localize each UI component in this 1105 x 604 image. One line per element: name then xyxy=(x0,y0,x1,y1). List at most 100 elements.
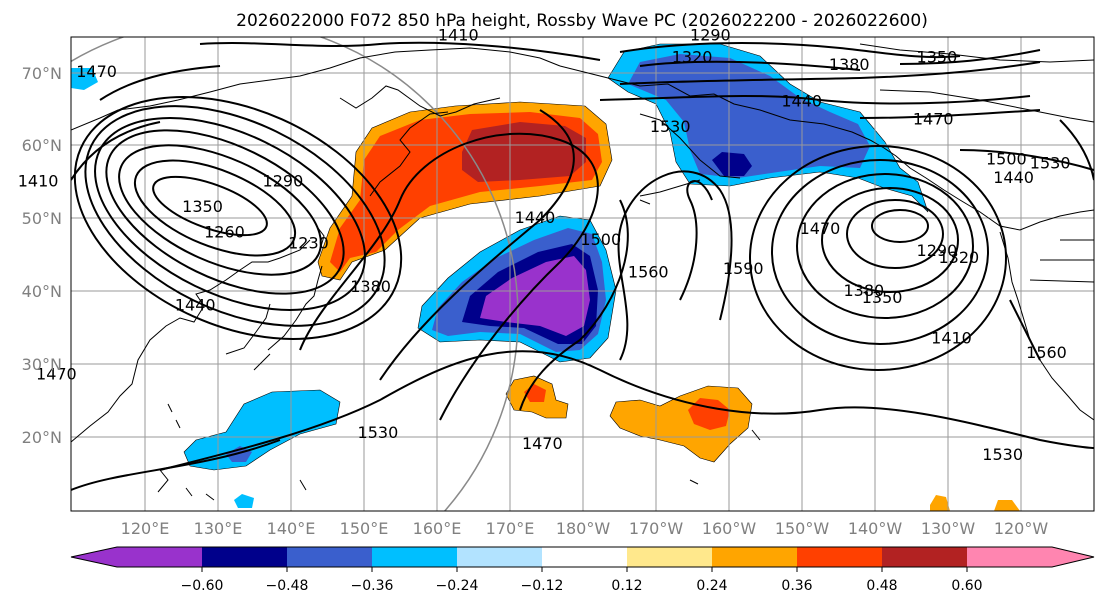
contour-label: 1560 xyxy=(1026,343,1067,362)
contour-label: 1380 xyxy=(843,281,884,300)
contour-label: 1440 xyxy=(515,208,556,227)
contour-label: 1500 xyxy=(986,150,1027,169)
colorbar-bin xyxy=(372,547,457,567)
range-ring xyxy=(71,37,519,511)
colorbar-tick-label: −0.48 xyxy=(266,578,309,594)
lat-tick-label: 20°N xyxy=(22,428,62,447)
contour-1500 xyxy=(299,132,599,421)
negative-anomaly-deepsky-sw xyxy=(183,389,341,471)
contour-label: 1500 xyxy=(580,230,621,249)
colorbar-bin xyxy=(627,547,712,567)
contour-label: 1440 xyxy=(175,295,216,314)
coastline-east-asia xyxy=(71,47,561,443)
lon-tick-label: 140°E xyxy=(267,519,316,538)
colorbar-tick-label: 0.36 xyxy=(781,578,812,594)
lon-tick-label: 130°W xyxy=(921,519,976,538)
figure-title: 2026022000 F072 850 hPa height, Rossby W… xyxy=(236,11,928,31)
colorbar-tick-label: −0.36 xyxy=(351,578,394,594)
lon-tick-label: 120°E xyxy=(121,519,170,538)
contour-1530 xyxy=(159,350,1094,471)
colorbar-tick-label: −0.60 xyxy=(181,578,224,594)
colorbar-bin xyxy=(797,547,882,567)
contour-label: 1290 xyxy=(917,241,958,260)
negative-anomaly-purple xyxy=(480,256,590,336)
contour-label: 1260 xyxy=(204,223,245,242)
contour-label: 1350 xyxy=(917,48,958,67)
colorbar-bin xyxy=(882,547,967,567)
colorbar-tick-label: −0.24 xyxy=(436,578,479,594)
lon-tick-label: 180°W xyxy=(556,519,611,538)
contour-label: 1290 xyxy=(263,171,304,190)
colorbar-tick-label: −0.12 xyxy=(521,578,564,594)
contour-label: 1380 xyxy=(829,55,870,74)
contour-label: 1530 xyxy=(982,445,1023,464)
map-frame xyxy=(70,36,1095,512)
contour-1440 xyxy=(379,109,575,381)
contour-1410-north xyxy=(199,41,601,61)
colorbar-bin xyxy=(202,547,287,567)
lat-tick-label: 30°N xyxy=(22,355,62,374)
lat-tick-label: 60°N xyxy=(22,136,62,155)
contour-label: 1590 xyxy=(723,259,764,278)
lat-tick-label: 40°N xyxy=(22,282,62,301)
contour-label: 1470 xyxy=(913,110,954,129)
contour-1500-north xyxy=(959,149,1094,171)
colorbar-bin xyxy=(542,547,627,567)
colorbar-bin xyxy=(967,547,1052,567)
lon-tick-label: 170°W xyxy=(629,519,684,538)
contour-1530-north xyxy=(1059,119,1094,181)
lat-tick-label: 70°N xyxy=(22,64,62,83)
lon-tick-label: 140°W xyxy=(848,519,903,538)
contour-1350-north xyxy=(899,49,1041,65)
negative-anomaly-deepsky-small xyxy=(234,494,254,508)
contour-label: 1560 xyxy=(628,263,669,282)
contour-1440-north xyxy=(599,94,1031,105)
contour-label: 1230 xyxy=(288,233,329,252)
contour-label: 1470 xyxy=(800,219,841,238)
contour-1590 xyxy=(679,180,713,301)
lat-tick-label: 50°N xyxy=(22,209,62,228)
contour-label: 1470 xyxy=(76,62,117,81)
contour-1470 xyxy=(519,199,629,411)
lon-tick-label: 160°W xyxy=(702,519,757,538)
coastline-islands xyxy=(157,199,761,501)
colorbar-tick-marks xyxy=(201,567,968,572)
contour-1470-south xyxy=(71,439,281,491)
colorbar-tick-label: 0.12 xyxy=(611,578,642,594)
coastline-japan xyxy=(253,265,323,371)
lat-axis: 70°N 60°N 50°N 40°N 30°N 20°N xyxy=(22,64,62,447)
contour-1320-north xyxy=(639,60,861,71)
negative-anomaly-navy-north xyxy=(712,152,752,176)
contour-label: 1410 xyxy=(18,171,59,190)
colorbar-bin xyxy=(117,547,202,567)
contour-label: 1470 xyxy=(522,434,563,453)
lon-tick-label: 130°E xyxy=(194,519,243,538)
contour-label: 1410 xyxy=(931,328,972,347)
graticule xyxy=(71,37,1094,511)
contour-label: 1470 xyxy=(36,365,77,384)
lon-tick-label: 150°E xyxy=(340,519,389,538)
lon-tick-label: 120°W xyxy=(994,519,1049,538)
contour-label: 1350 xyxy=(182,197,223,216)
anomaly-fields xyxy=(71,43,1020,511)
contour-1410-west xyxy=(71,121,161,181)
contour-1290-north xyxy=(619,42,961,59)
contour-label: 1530 xyxy=(1030,153,1071,172)
contour-label: 1440 xyxy=(993,168,1034,187)
contour-1380-north xyxy=(619,61,1041,85)
contour-1560 xyxy=(617,170,733,361)
colorbar-tick-label: 0.60 xyxy=(951,578,982,594)
contour-1470-ak xyxy=(99,65,221,101)
positive-anomaly-orange-se xyxy=(994,500,1020,511)
contour-label: 1530 xyxy=(358,423,399,442)
colorbar-bin xyxy=(712,547,797,567)
contour-label: 1410 xyxy=(438,26,479,45)
colorbar-tick-label: 0.24 xyxy=(696,578,727,594)
contour-label: 1320 xyxy=(672,48,713,67)
lon-tick-label: 170°E xyxy=(486,519,535,538)
colorbar: −0.60 −0.48 −0.36 −0.24 −0.12 0.12 0.24 … xyxy=(70,546,1095,594)
lon-axis: 120°E 130°E 140°E 150°E 160°E 170°E 180°… xyxy=(121,519,1049,538)
